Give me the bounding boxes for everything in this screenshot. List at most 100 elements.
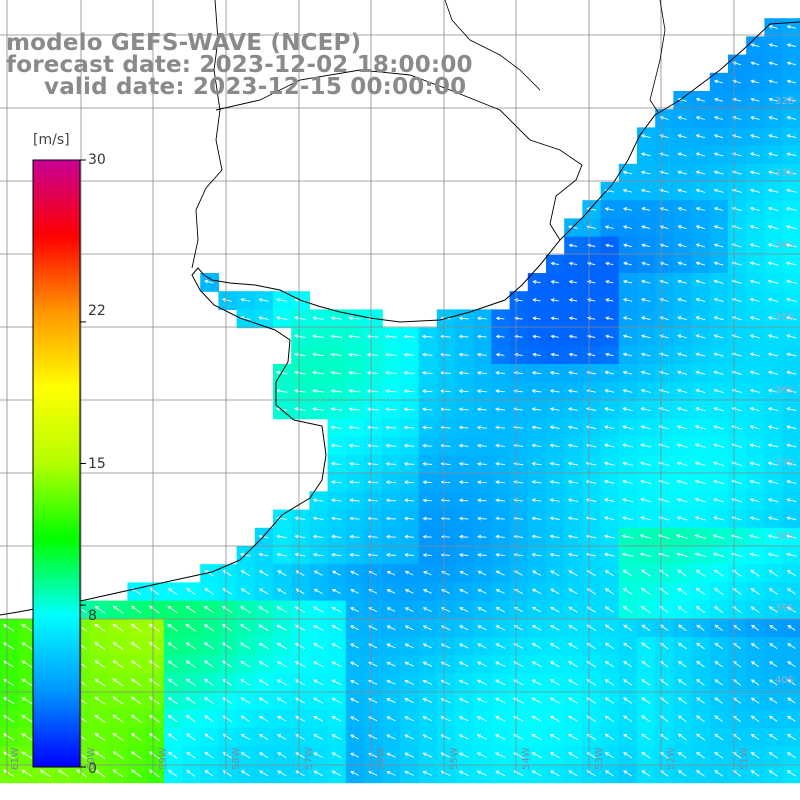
wind-arrow <box>440 334 451 339</box>
wind-arrow <box>640 569 651 577</box>
wind-arrow <box>477 661 487 667</box>
wind-arrow <box>713 79 724 84</box>
wind-arrow <box>440 443 451 448</box>
wind-arrow <box>713 497 724 503</box>
wind-arrow <box>386 570 396 576</box>
wind-arrow <box>240 570 251 577</box>
wind-arrow <box>694 534 707 539</box>
wind-arrow <box>786 588 796 595</box>
wind-arrow <box>385 534 396 539</box>
wind-arrow <box>712 461 725 466</box>
wind-arrow <box>549 734 560 741</box>
wind-arrow <box>767 479 779 484</box>
wind-arrow <box>294 316 306 320</box>
wind-arrow <box>422 679 433 685</box>
wind-arrow <box>622 334 633 339</box>
wind-arrow <box>694 479 706 485</box>
wind-arrow <box>21 660 33 668</box>
wind-arrow <box>276 606 288 613</box>
wind-arrow <box>786 388 797 393</box>
wind-arrow <box>495 370 505 375</box>
wind-arrow <box>750 134 760 139</box>
wind-arrow <box>477 588 487 594</box>
wind-arrow <box>293 407 306 411</box>
wind-arrow <box>477 552 487 557</box>
wind-arrow <box>149 714 160 723</box>
wind-arrow <box>495 498 505 503</box>
wind-arrow <box>695 243 706 248</box>
wind-arrow <box>676 479 688 485</box>
lat-label: 35S <box>774 312 794 323</box>
wind-arrow <box>622 569 633 577</box>
wind-arrow <box>750 733 760 741</box>
wind-arrow <box>3 660 15 668</box>
wind-arrow <box>567 425 578 430</box>
wind-arrow <box>787 661 796 668</box>
wind-arrow <box>696 751 705 759</box>
wind-arrow <box>130 769 142 778</box>
colorbar-tick: 15 <box>88 456 106 472</box>
field-cell <box>782 728 800 747</box>
wind-arrow <box>531 443 542 448</box>
wind-arrow <box>422 498 432 503</box>
wind-arrow <box>767 443 779 448</box>
wind-arrow <box>549 715 560 722</box>
wind-arrow <box>94 733 106 741</box>
wind-arrow <box>385 334 397 339</box>
wind-arrow <box>677 206 687 211</box>
wind-arrow <box>640 461 652 466</box>
wind-arrow <box>404 661 414 667</box>
wind-arrow <box>94 696 106 705</box>
wind-arrow <box>458 661 469 667</box>
wind-arrow <box>459 588 469 594</box>
wind-arrow <box>604 388 615 393</box>
wind-arrow <box>330 352 343 357</box>
wind-arrow <box>622 498 633 503</box>
wind-arrow <box>21 642 33 650</box>
wind-arrow <box>749 334 761 339</box>
wind-arrow <box>531 770 542 777</box>
wind-arrow <box>550 261 559 266</box>
wind-arrow <box>458 425 469 430</box>
lon-label: 61W <box>10 747 21 770</box>
wind-arrow <box>623 642 633 650</box>
wind-arrow <box>622 170 633 175</box>
wind-arrow <box>622 388 633 393</box>
wind-arrow <box>312 498 324 503</box>
wind-arrow <box>330 480 342 484</box>
wind-arrow <box>603 552 615 557</box>
lat-lon-grid <box>0 0 800 775</box>
wind-arrow <box>694 497 706 503</box>
wind-arrow <box>367 498 378 503</box>
wind-arrow <box>532 316 541 321</box>
wind-arrow <box>659 279 669 284</box>
lon-label: 58W <box>231 747 242 770</box>
wind-arrow <box>677 751 687 759</box>
wind-arrow <box>167 678 178 687</box>
wind-arrow <box>604 715 615 722</box>
wind-arrow <box>695 352 706 357</box>
wind-arrow <box>605 298 614 302</box>
wind-arrow <box>495 516 505 521</box>
wind-arrow <box>604 370 615 375</box>
forecast-date: forecast date: 2023-12-02 18:00:00 <box>6 52 473 78</box>
wind-arrow <box>313 643 324 649</box>
wind-arrow <box>659 334 669 339</box>
wind-arrow <box>786 461 797 466</box>
wind-arrow <box>495 643 506 649</box>
wind-arrow <box>458 734 469 740</box>
wind-arrow <box>331 534 342 539</box>
wind-arrow <box>695 279 706 284</box>
wind-arrow <box>130 623 142 632</box>
wind-arrow <box>768 97 778 102</box>
wind-arrow <box>622 425 633 430</box>
wind-arrow <box>713 188 724 193</box>
wind-arrow <box>622 606 633 614</box>
wind-arrow <box>440 425 451 430</box>
wind-arrow <box>640 407 651 412</box>
wind-arrow <box>222 715 233 723</box>
wind-arrow <box>422 516 432 521</box>
wind-arrow <box>713 243 724 248</box>
wind-arrow <box>567 534 579 539</box>
